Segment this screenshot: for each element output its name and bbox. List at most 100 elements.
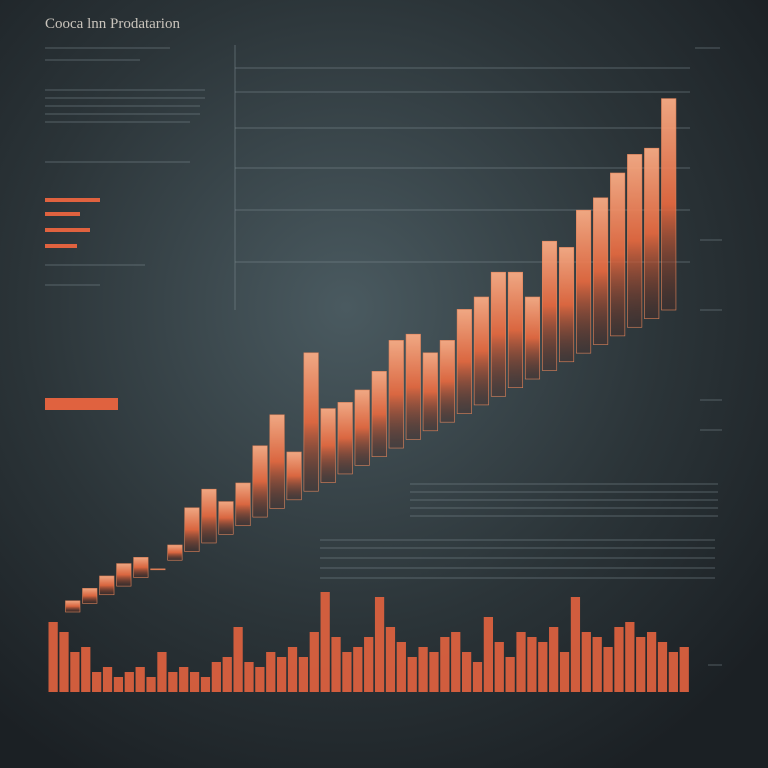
bar	[538, 642, 548, 692]
bar	[342, 652, 352, 692]
bar	[303, 352, 319, 492]
bar	[490, 271, 506, 397]
bar	[70, 652, 80, 692]
bar	[527, 637, 537, 692]
bar	[451, 632, 461, 692]
bar	[422, 352, 438, 432]
bar	[133, 557, 149, 578]
bar	[211, 662, 221, 692]
bar	[472, 662, 483, 692]
bar	[331, 637, 341, 692]
bar	[614, 627, 624, 692]
bar	[337, 402, 353, 475]
bar	[59, 632, 69, 692]
bar	[494, 642, 504, 692]
bar	[150, 568, 166, 571]
bar	[625, 622, 635, 692]
bar	[222, 657, 232, 692]
bar	[657, 642, 668, 692]
bar	[461, 652, 472, 692]
bar	[244, 662, 254, 692]
bar	[168, 672, 178, 692]
bar	[374, 597, 385, 692]
bar	[473, 296, 489, 406]
chart-title: Cooca lnn Prodatarion	[45, 16, 180, 32]
bar	[92, 672, 102, 692]
bar	[354, 389, 370, 466]
main-chart	[65, 98, 677, 613]
bar	[298, 657, 309, 692]
bar	[440, 637, 450, 692]
bar	[255, 667, 265, 692]
bar	[627, 154, 643, 328]
bar	[507, 271, 523, 388]
bar	[65, 600, 81, 613]
bar	[636, 637, 646, 692]
bar	[184, 507, 200, 552]
bar	[218, 501, 234, 535]
bar	[157, 652, 167, 692]
bar	[429, 652, 439, 692]
bar	[396, 642, 406, 692]
bar	[524, 296, 541, 380]
bar	[135, 667, 145, 692]
bar	[646, 632, 657, 692]
bar	[559, 652, 570, 692]
decor-bar	[45, 244, 77, 248]
bar	[516, 632, 526, 692]
bar	[353, 647, 363, 692]
bar	[200, 677, 211, 692]
bar	[252, 445, 268, 518]
decor-button	[45, 398, 118, 410]
bar	[277, 657, 287, 692]
bar	[364, 637, 374, 692]
bar	[99, 575, 115, 596]
decoration	[45, 45, 722, 666]
bar	[592, 637, 602, 692]
bar	[102, 667, 113, 692]
bar	[286, 451, 302, 501]
bar	[549, 627, 559, 692]
bar	[81, 647, 91, 692]
bar	[388, 340, 404, 449]
bar	[82, 588, 98, 604]
bar	[661, 98, 677, 311]
lower-chart	[48, 592, 689, 692]
bar	[593, 197, 609, 345]
bar	[570, 597, 581, 692]
bar	[189, 672, 200, 692]
bar	[48, 622, 58, 692]
bar	[116, 563, 132, 587]
bar	[644, 147, 660, 319]
bar	[456, 309, 472, 414]
bar	[233, 627, 243, 692]
bar	[439, 340, 455, 423]
bar	[320, 408, 336, 483]
bar	[269, 414, 285, 509]
bar	[124, 672, 134, 692]
bar	[113, 677, 124, 692]
bar	[320, 592, 330, 692]
bar	[385, 627, 396, 692]
bar	[179, 667, 189, 692]
bar	[541, 240, 558, 371]
bar	[266, 652, 276, 692]
bar	[418, 647, 428, 692]
decor-bar	[45, 198, 100, 202]
bar	[167, 544, 183, 561]
bar	[405, 333, 421, 440]
decor-bar	[45, 212, 80, 216]
bar	[679, 647, 689, 692]
bar	[610, 172, 626, 337]
bar	[581, 632, 591, 692]
bar	[603, 647, 613, 692]
bar	[559, 247, 575, 363]
bar	[146, 677, 156, 692]
decor-bar	[45, 228, 90, 232]
bar	[201, 488, 217, 544]
bar	[576, 209, 592, 354]
bar	[505, 657, 515, 692]
bar	[483, 617, 494, 692]
